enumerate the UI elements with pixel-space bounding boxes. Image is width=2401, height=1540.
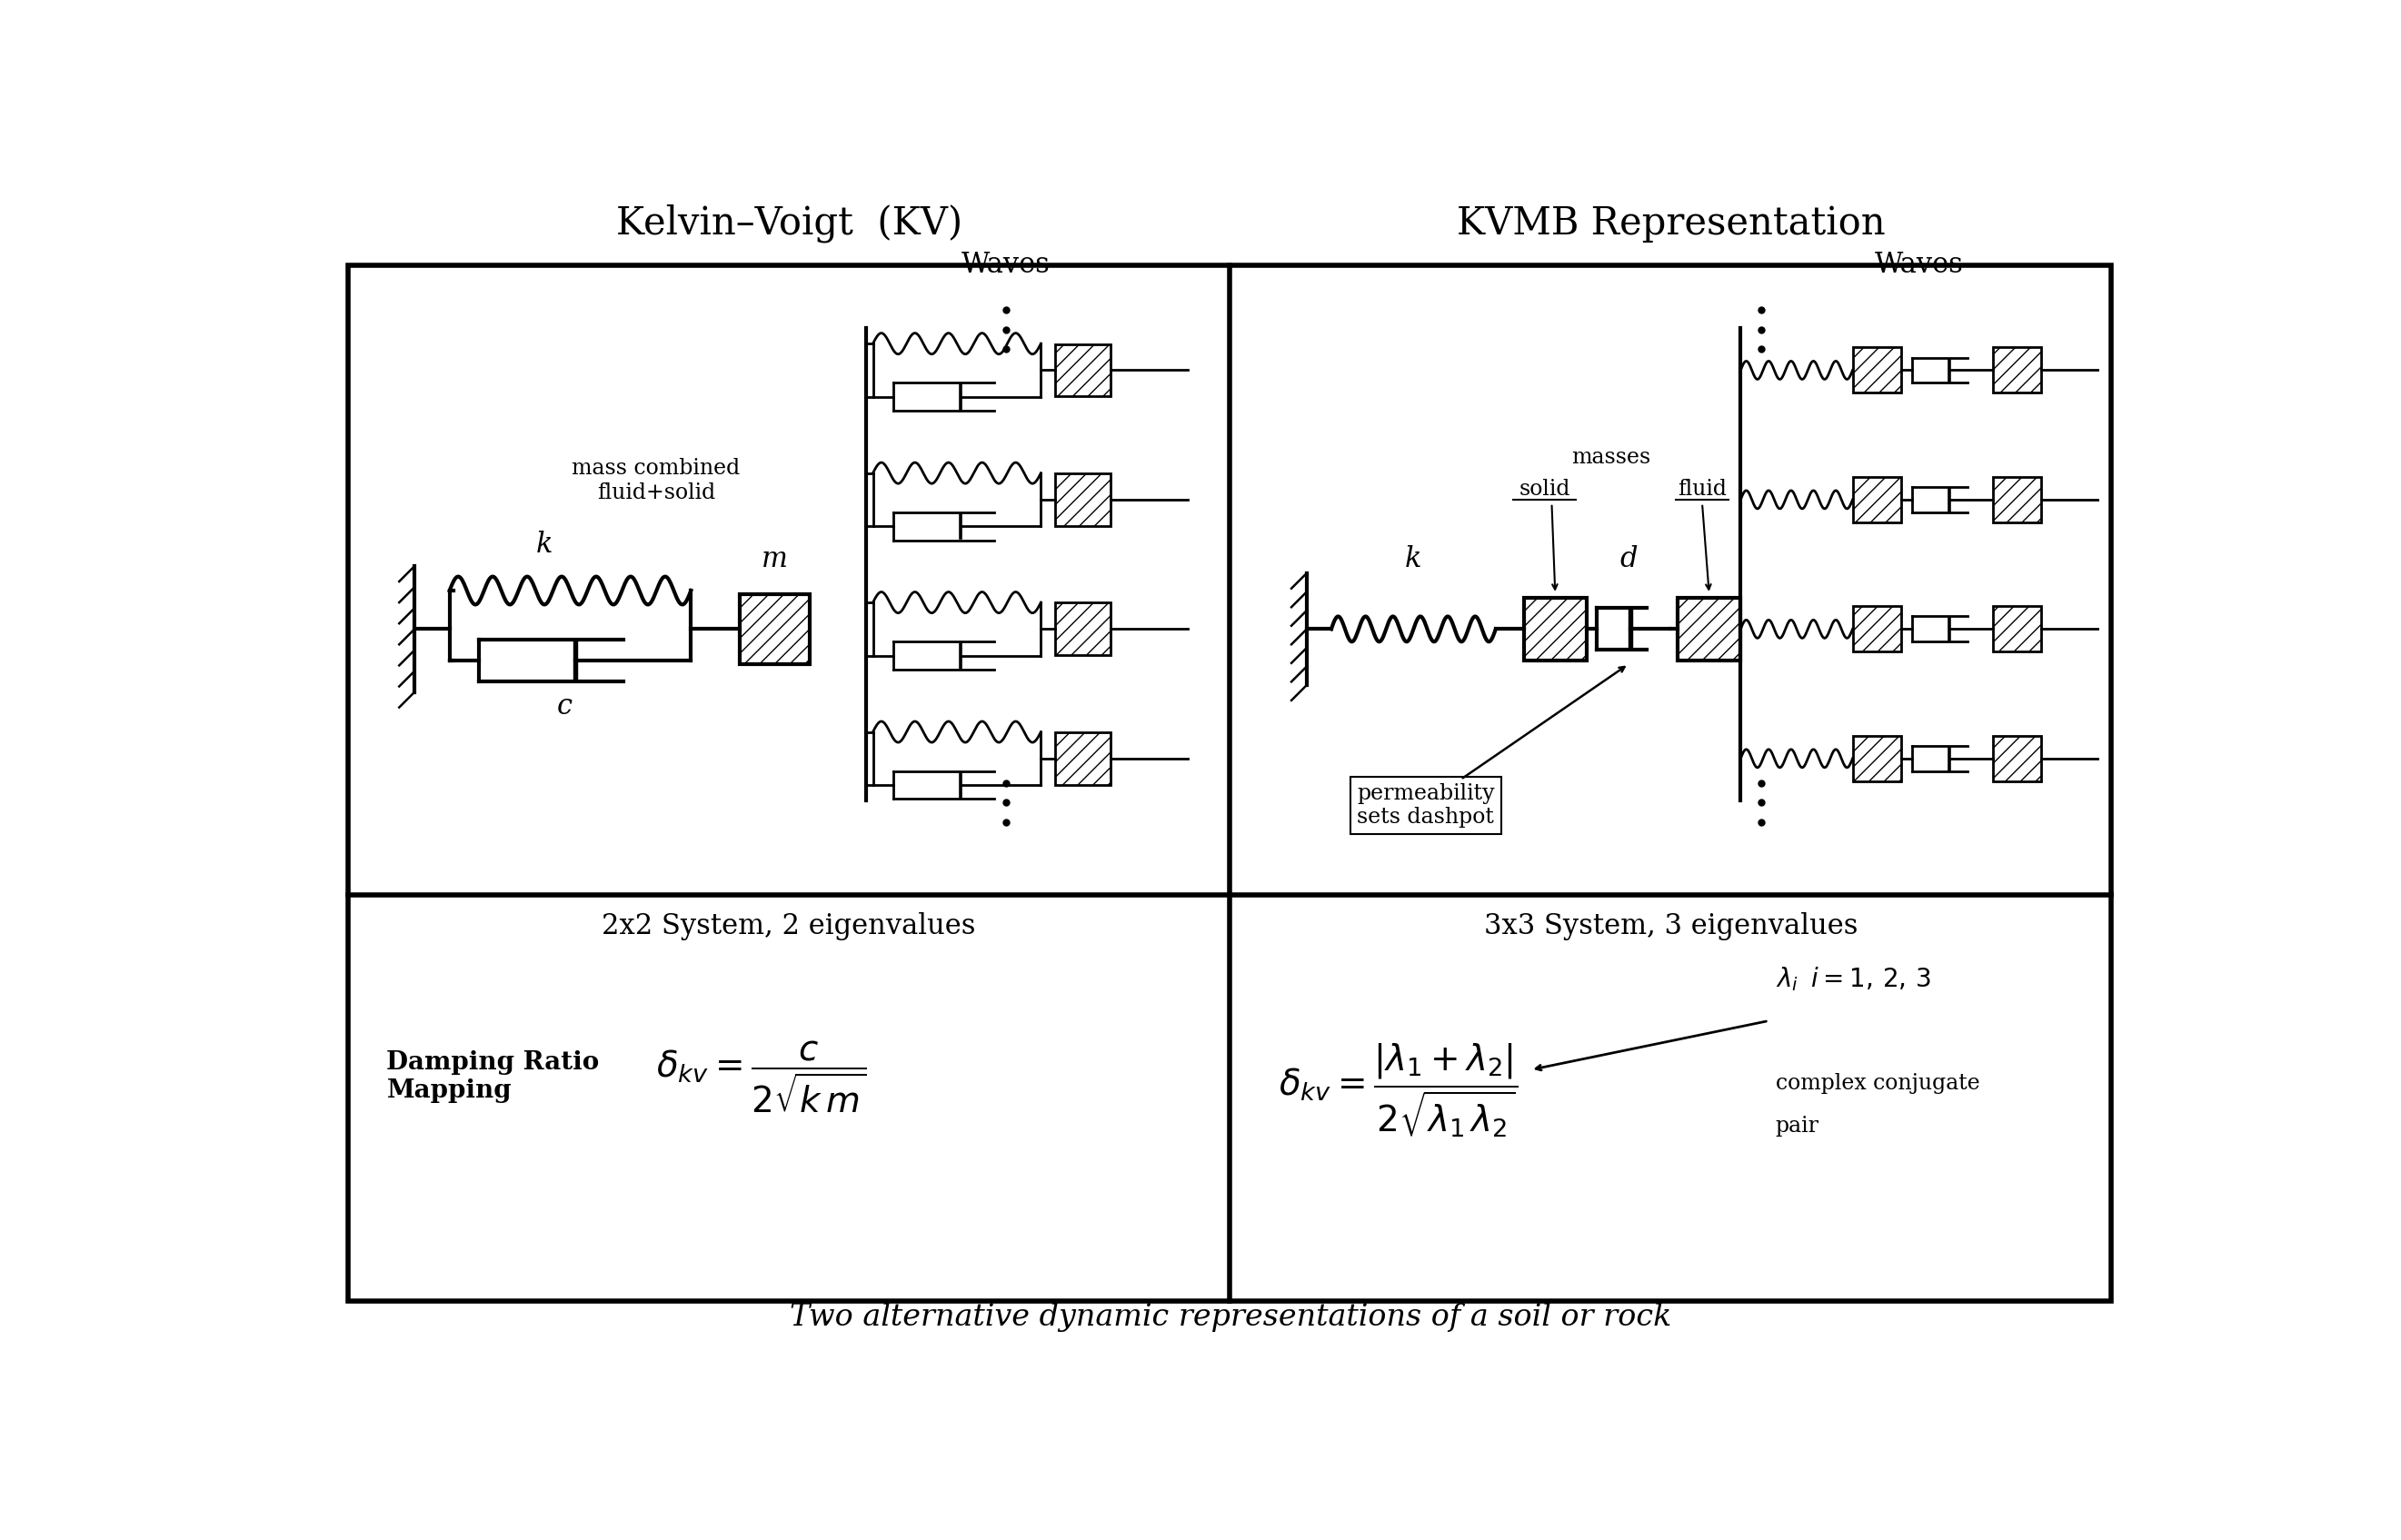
Text: Waves: Waves [960, 251, 1049, 279]
Text: d: d [1621, 545, 1637, 573]
Text: k: k [535, 531, 552, 559]
Text: fluid: fluid [1678, 479, 1726, 499]
Text: permeability
sets dashpot: permeability sets dashpot [1357, 782, 1496, 829]
Text: pair: pair [1777, 1115, 1820, 1137]
Bar [1854, 348, 1902, 393]
Bar [1054, 343, 1112, 396]
Text: solid: solid [1520, 479, 1570, 499]
Text: complex conjugate: complex conjugate [1777, 1073, 1981, 1095]
Bar [1854, 607, 1902, 651]
Text: $\delta_{kv} = \dfrac{|\lambda_1 + \lambda_2|}{2\sqrt{\lambda_1\,\lambda_2}}$: $\delta_{kv} = \dfrac{|\lambda_1 + \lamb… [1277, 1041, 1517, 1140]
Bar [1854, 736, 1902, 781]
Bar [740, 594, 809, 664]
Text: masses: masses [1573, 447, 1652, 468]
Bar [1525, 598, 1587, 661]
Text: Kelvin–Voigt  (KV): Kelvin–Voigt (KV) [615, 203, 963, 243]
Text: mass combined
fluid+solid: mass combined fluid+solid [571, 457, 740, 504]
Text: Two alternative dynamic representations of a soil or rock: Two alternative dynamic representations … [790, 1303, 1671, 1332]
Text: $\delta_{kv} = \dfrac{c}{2\sqrt{k\,m}}$: $\delta_{kv} = \dfrac{c}{2\sqrt{k\,m}}$ [655, 1040, 867, 1115]
Bar [1054, 732, 1112, 785]
Bar [1993, 348, 2041, 393]
Bar [1993, 607, 2041, 651]
Bar [1993, 477, 2041, 522]
Bar [1993, 736, 2041, 781]
Text: KVMB Representation: KVMB Representation [1457, 205, 1885, 242]
Bar [348, 265, 2110, 1301]
Text: 2x2 System, 2 eigenvalues: 2x2 System, 2 eigenvalues [603, 912, 975, 941]
Text: 3x3 System, 3 eigenvalues: 3x3 System, 3 eigenvalues [1484, 912, 1858, 941]
Text: Damping Ratio
Mapping: Damping Ratio Mapping [387, 1050, 600, 1103]
Bar [1054, 473, 1112, 525]
Bar [1854, 477, 1902, 522]
Text: c: c [557, 691, 574, 721]
Text: $\lambda_i\;\;i=1,\,2,\,3$: $\lambda_i\;\;i=1,\,2,\,3$ [1777, 966, 1930, 993]
Text: m: m [761, 545, 788, 573]
Bar [1678, 598, 1741, 661]
Bar [1054, 602, 1112, 656]
Text: k: k [1405, 545, 1421, 573]
Text: Waves: Waves [1875, 251, 1964, 279]
